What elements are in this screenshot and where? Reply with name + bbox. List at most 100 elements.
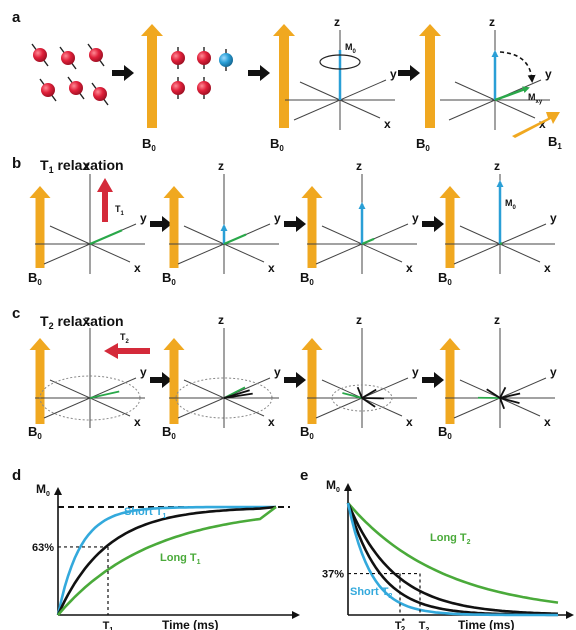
z-axis-label: z xyxy=(218,313,224,327)
x-axis-label: x xyxy=(268,261,275,275)
panel-b-field-label-2: B0 xyxy=(162,270,176,287)
aligned-spin-4 xyxy=(197,77,211,99)
t1-arrow-label: T1 xyxy=(115,204,125,217)
z-axis-label: z xyxy=(84,159,90,173)
z-axis-label: z xyxy=(494,159,500,173)
field-arrow-head xyxy=(30,186,51,198)
z-axis-label: z xyxy=(334,15,340,29)
field-arrow-head xyxy=(164,186,185,198)
graph-e-mark-label: 37% xyxy=(322,569,344,581)
panel-c-field-label-1: B0 xyxy=(28,424,42,441)
x-axis-label: x xyxy=(384,117,391,131)
panel-label-e: e xyxy=(300,467,308,484)
panel-c-step-arrow-2 xyxy=(284,372,306,388)
field-arrow-shaft xyxy=(170,350,179,424)
field-arrow-shaft xyxy=(279,36,289,128)
panel-b-title: T1 relaxation xyxy=(40,157,124,175)
net-magnetization-label: M0 xyxy=(345,42,357,55)
panel-c-axes-2 xyxy=(169,328,279,428)
panel-c-axes-3 xyxy=(307,328,417,428)
y-axis-label: y xyxy=(412,365,419,379)
random-spin-6 xyxy=(92,83,108,105)
graph-d-y-label: M0 xyxy=(36,482,50,498)
panel-b-field-label-4: B0 xyxy=(438,270,452,287)
field-arrow-shaft xyxy=(170,198,179,268)
spin-vector-3-5 xyxy=(362,398,375,407)
panel-c-field-arrow-1 xyxy=(30,338,51,424)
aligned-spin-3 xyxy=(171,77,185,99)
panel-a-step-arrow-2 xyxy=(248,65,270,81)
panel-c-step-arrow-1 xyxy=(150,372,172,388)
y-axis-label: y xyxy=(140,211,147,225)
transverse-decay-vector-3 xyxy=(362,239,374,244)
aligned-spin-2 xyxy=(197,47,211,69)
spin-ball xyxy=(93,87,107,101)
y-axis-label: y xyxy=(390,67,397,81)
field-arrow-head xyxy=(273,24,295,36)
panel-label-a: a xyxy=(12,9,21,26)
panel-c-title: T2 relaxation xyxy=(40,313,124,331)
panel-b-step-arrow-1 xyxy=(150,216,172,232)
field-arrow-head xyxy=(302,186,323,198)
field-arrow-head xyxy=(164,338,185,350)
field-arrow-shaft xyxy=(446,198,455,268)
graph-d-short-label: Short T1 xyxy=(124,506,167,520)
recovered-magnetization-label: M0 xyxy=(505,198,517,211)
x-axis-label: x xyxy=(134,415,141,429)
field-arrow-shaft xyxy=(308,198,317,268)
field-arrow-shaft xyxy=(36,198,45,268)
z-axis-label: z xyxy=(356,159,362,173)
field-arrow-head xyxy=(419,24,441,36)
spin-ball xyxy=(219,53,233,67)
panel-c-field-label-4: B0 xyxy=(438,424,452,441)
random-spin-2 xyxy=(60,47,76,69)
panel-b-field-label-1: B0 xyxy=(28,270,42,287)
spin-ball xyxy=(197,81,211,95)
field-arrow-shaft xyxy=(147,36,157,128)
y-axis-label: y xyxy=(550,211,557,225)
transverse-vector xyxy=(495,88,528,100)
panel-b-step-arrow-2 xyxy=(284,216,306,232)
y-axis-label: y xyxy=(274,365,281,379)
panel-b-axes-1 xyxy=(35,174,145,274)
spin-vector-3-3 xyxy=(362,390,376,398)
spin-ball xyxy=(61,51,75,65)
graph-d-x-label: Time (ms) xyxy=(162,618,218,630)
spin-vector-4-4 xyxy=(500,394,520,398)
y-axis-label: y xyxy=(140,365,147,379)
panel-a-field-arrow-3 xyxy=(419,24,441,128)
panel-label-d: d xyxy=(12,467,21,484)
panel-a-field-label-1: B0 xyxy=(142,136,156,153)
x-axis-label: x xyxy=(544,415,551,429)
panel-c-field-label-3: B0 xyxy=(300,424,314,441)
t2-direction-arrow xyxy=(104,343,150,359)
field-arrow-head xyxy=(302,338,323,350)
field-arrow-shaft xyxy=(36,350,45,424)
spin-ball xyxy=(197,51,211,65)
random-spin-5 xyxy=(68,77,84,99)
panel-label-b: b xyxy=(12,155,21,172)
graph-d-t1-tick: T1 xyxy=(103,620,114,630)
graph-e-short-label: Short T2 xyxy=(350,586,393,600)
antiparallel-spin xyxy=(219,49,233,71)
panel-b-field-label-3: B0 xyxy=(300,270,314,287)
panel-a-step-arrow-1 xyxy=(112,65,134,81)
random-spin-1 xyxy=(32,44,48,66)
z-axis-label: z xyxy=(489,15,495,29)
transverse-decay-vector-2 xyxy=(224,235,246,244)
panel-label-c: c xyxy=(12,305,20,322)
field-arrow-shaft xyxy=(308,350,317,424)
graph-e-x-label: Time (ms) xyxy=(458,618,514,630)
panel-b-field-arrow-3 xyxy=(302,186,323,268)
spin-ball xyxy=(89,48,103,62)
spin-ball xyxy=(69,81,83,95)
spin-ball xyxy=(33,48,47,62)
graph-e-t2-tick: T2 xyxy=(419,620,430,630)
field-arrow-shaft xyxy=(425,36,435,128)
transverse-decay-vector-1 xyxy=(90,230,122,244)
panel-c-field-label-2: B0 xyxy=(162,424,176,441)
panel-a-step-arrow-3 xyxy=(398,65,420,81)
field-arrow-head xyxy=(440,338,461,350)
panel-b-step-arrow-3 xyxy=(422,216,444,232)
x-axis-label: x xyxy=(134,261,141,275)
